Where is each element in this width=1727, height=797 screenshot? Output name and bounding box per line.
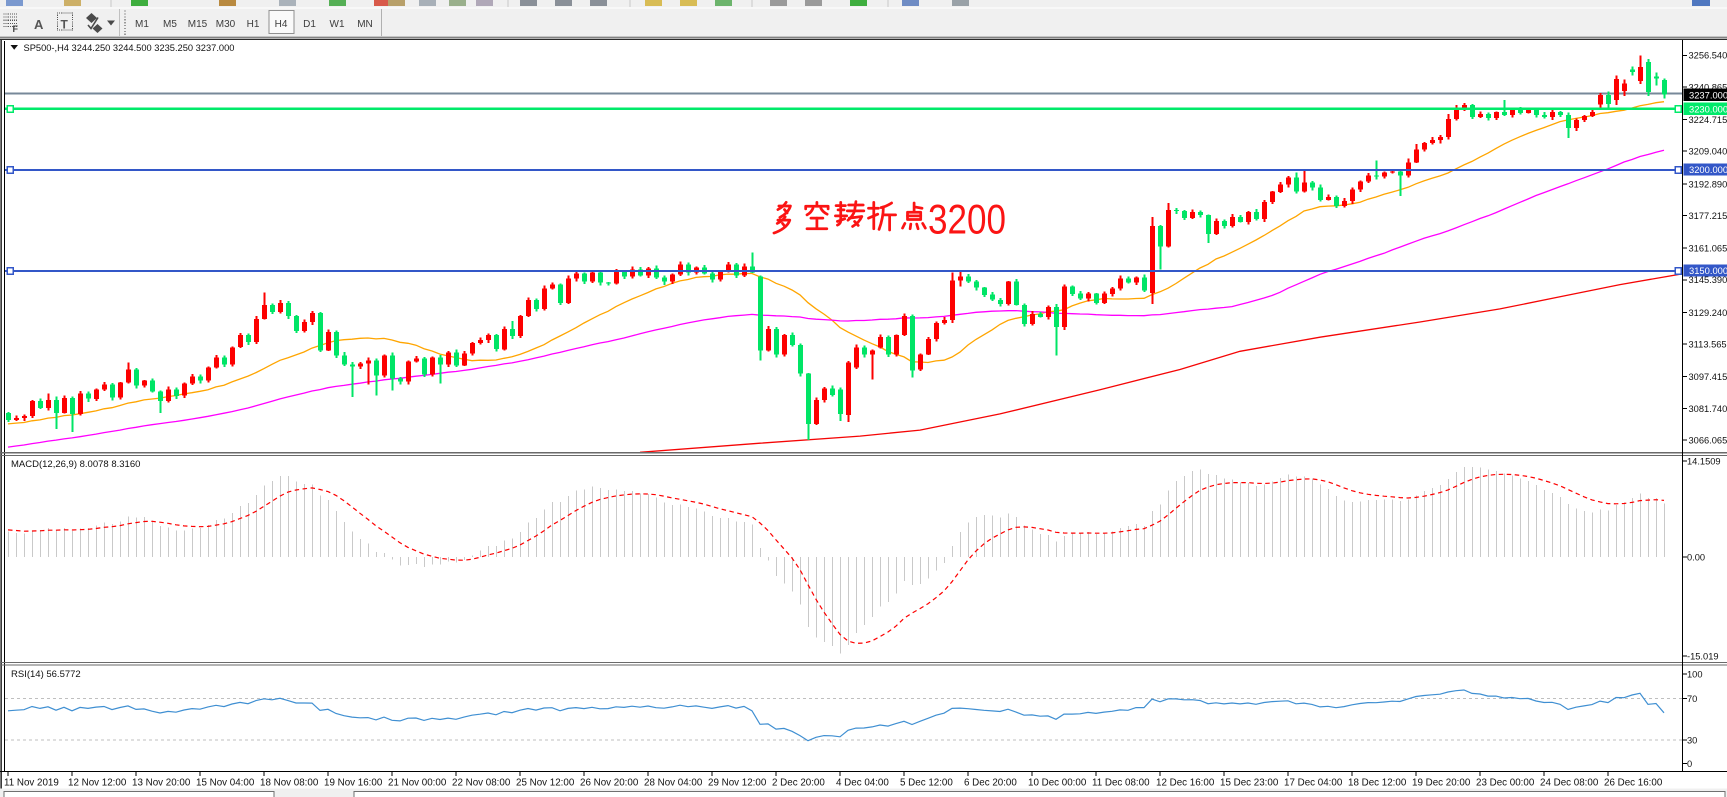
svg-text:10 Dec 00:00: 10 Dec 00:00 <box>1028 778 1087 789</box>
svg-text:2 Dec 20:00: 2 Dec 20:00 <box>772 778 825 789</box>
svg-text:3161.065: 3161.065 <box>1689 244 1727 254</box>
svg-text:3237.000: 3237.000 <box>1689 89 1727 100</box>
svg-text:11 Dec 08:00: 11 Dec 08:00 <box>1092 778 1150 789</box>
svg-text:3200: 3200 <box>928 196 1006 243</box>
svg-text:T: T <box>61 18 69 32</box>
svg-text:26 Nov 20:00: 26 Nov 20:00 <box>580 778 639 789</box>
svg-text:22 Nov 08:00: 22 Nov 08:00 <box>452 778 511 789</box>
svg-text:3256.540: 3256.540 <box>1689 51 1727 61</box>
svg-text:3129.240: 3129.240 <box>1689 308 1727 318</box>
svg-text:M15: M15 <box>188 19 208 30</box>
svg-text:3066.065: 3066.065 <box>1689 435 1727 445</box>
svg-text:F: F <box>13 24 19 34</box>
svg-text:3192.890: 3192.890 <box>1689 179 1727 189</box>
svg-text:12 Nov 12:00: 12 Nov 12:00 <box>68 778 127 789</box>
svg-text:M30: M30 <box>216 19 236 30</box>
svg-text:13 Nov 20:00: 13 Nov 20:00 <box>132 778 191 789</box>
svg-text:4 Dec 04:00: 4 Dec 04:00 <box>836 778 889 789</box>
svg-text:3150.000: 3150.000 <box>1689 265 1727 276</box>
svg-text:29 Nov 12:00: 29 Nov 12:00 <box>708 778 767 789</box>
svg-text:-15.019: -15.019 <box>1687 651 1719 661</box>
svg-text:3097.415: 3097.415 <box>1689 372 1727 382</box>
svg-text:24 Dec 08:00: 24 Dec 08:00 <box>1540 778 1599 789</box>
svg-text:3240.865: 3240.865 <box>1689 82 1727 92</box>
svg-text:3209.040: 3209.040 <box>1689 147 1727 157</box>
svg-text:W1: W1 <box>330 19 345 30</box>
svg-text:100: 100 <box>1687 669 1703 679</box>
svg-text:0: 0 <box>1687 759 1692 769</box>
svg-text:3224.715: 3224.715 <box>1689 115 1727 125</box>
svg-text:D1: D1 <box>303 19 316 30</box>
svg-text:M5: M5 <box>163 19 177 30</box>
svg-text:19 Nov 16:00: 19 Nov 16:00 <box>324 778 383 789</box>
svg-text:3081.740: 3081.740 <box>1689 404 1727 414</box>
svg-text:3177.215: 3177.215 <box>1689 211 1727 221</box>
svg-text:RSI(14) 56.5772: RSI(14) 56.5772 <box>11 669 81 680</box>
svg-text:SP500-,H4 3244.250 3244.500 3: SP500-,H4 3244.250 3244.500 3235.250 323… <box>24 43 235 53</box>
svg-text:3230.000: 3230.000 <box>1689 104 1727 115</box>
svg-text:18 Nov 08:00: 18 Nov 08:00 <box>260 778 319 789</box>
svg-text:23 Dec 00:00: 23 Dec 00:00 <box>1476 778 1535 789</box>
svg-text:3113.565: 3113.565 <box>1689 340 1727 350</box>
svg-text:11 Nov 2019: 11 Nov 2019 <box>4 778 59 789</box>
svg-text:17 Dec 04:00: 17 Dec 04:00 <box>1284 778 1343 789</box>
svg-text:MN: MN <box>357 19 373 30</box>
svg-text:H4: H4 <box>275 19 288 30</box>
svg-text:19 Dec 20:00: 19 Dec 20:00 <box>1412 778 1471 789</box>
svg-text:14.1509: 14.1509 <box>1687 456 1721 466</box>
svg-text:70: 70 <box>1687 694 1697 704</box>
svg-text:15 Dec 23:00: 15 Dec 23:00 <box>1220 778 1279 789</box>
svg-text:MACD(12,26,9) 8.0078 8.3160: MACD(12,26,9) 8.0078 8.3160 <box>11 459 140 470</box>
svg-text:25 Nov 12:00: 25 Nov 12:00 <box>516 778 575 789</box>
svg-text:A: A <box>34 17 44 32</box>
svg-text:15 Nov 04:00: 15 Nov 04:00 <box>196 778 255 789</box>
svg-text:26 Dec 16:00: 26 Dec 16:00 <box>1604 778 1663 789</box>
svg-text:3200.000: 3200.000 <box>1689 164 1727 175</box>
svg-text:6 Dec 20:00: 6 Dec 20:00 <box>964 778 1017 789</box>
svg-text:30: 30 <box>1687 735 1697 745</box>
svg-text:28 Nov 04:00: 28 Nov 04:00 <box>644 778 703 789</box>
svg-text:0.00: 0.00 <box>1687 552 1705 562</box>
svg-text:5 Dec 12:00: 5 Dec 12:00 <box>900 778 953 789</box>
svg-text:21 Nov 00:00: 21 Nov 00:00 <box>388 778 447 789</box>
svg-text:3145.390: 3145.390 <box>1689 275 1727 285</box>
svg-text:M1: M1 <box>135 19 149 30</box>
svg-text:H1: H1 <box>247 19 260 30</box>
svg-text:12 Dec 16:00: 12 Dec 16:00 <box>1156 778 1215 789</box>
svg-text:18 Dec 12:00: 18 Dec 12:00 <box>1348 778 1407 789</box>
